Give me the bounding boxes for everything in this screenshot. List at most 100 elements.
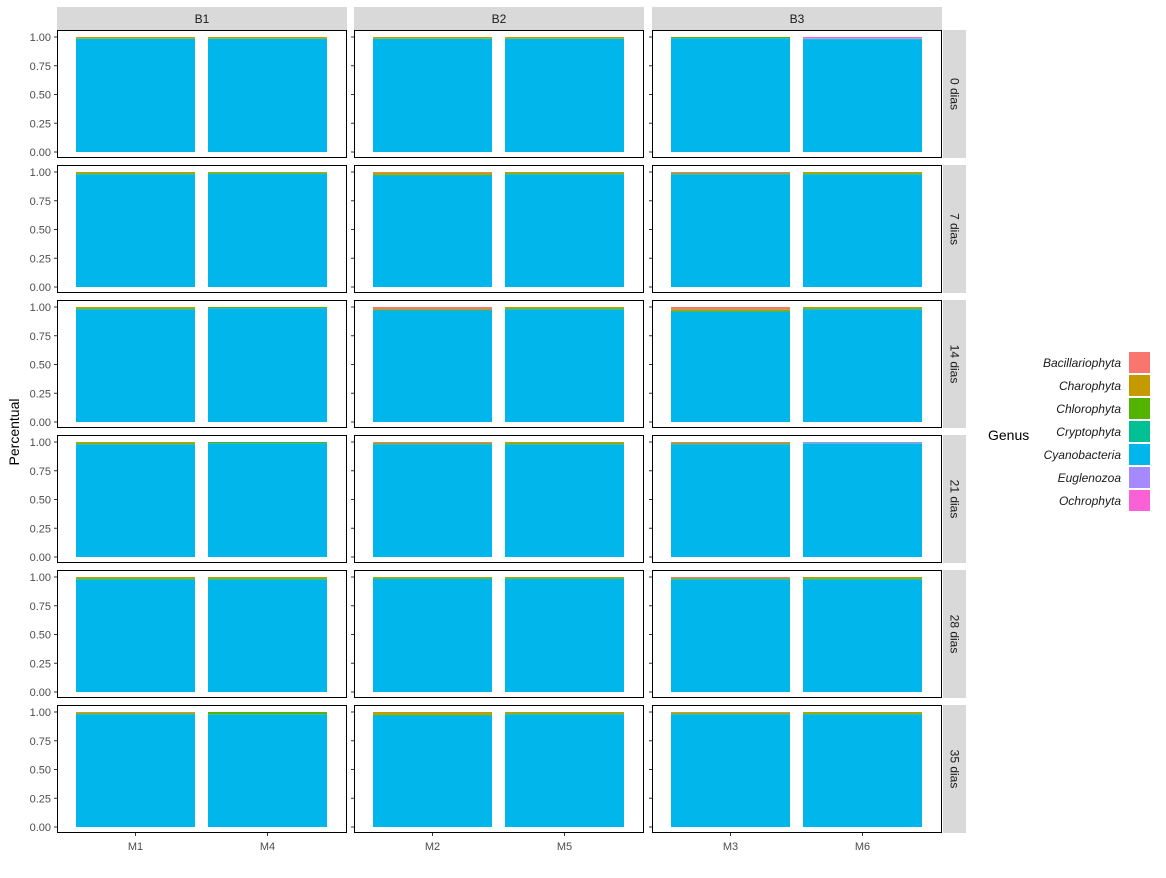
y-tick-label: 0.50 bbox=[30, 495, 51, 507]
bar-m6-chlorophyta bbox=[803, 713, 922, 715]
panel-border bbox=[354, 570, 644, 698]
bar-m6-euglenozoa bbox=[803, 38, 922, 39]
y-tick-label: 0.25 bbox=[30, 253, 51, 265]
bar-m2-cyanobacteria bbox=[373, 715, 492, 827]
bar-m6-cyanobacteria bbox=[803, 714, 922, 827]
bar-m4-chlorophyta bbox=[208, 307, 327, 309]
bar-m4-charophyta bbox=[208, 172, 327, 173]
bar-m5-chlorophyta bbox=[505, 308, 624, 310]
bar-m3-bacillariophyta bbox=[671, 442, 790, 444]
panel-b3-28-dias bbox=[649, 570, 942, 698]
panel-border bbox=[652, 435, 942, 563]
panel-b1-35-dias: 0.00 0.25 0.50 0.75 1.00 M1 M4 bbox=[30, 705, 347, 853]
bar-m6-charophyta bbox=[803, 712, 922, 714]
bar-m2-bacillariophyta bbox=[373, 172, 492, 173]
bar-m5-charophyta bbox=[505, 712, 624, 714]
bar-m5-charophyta bbox=[505, 37, 624, 39]
y-tick-label: 0.25 bbox=[30, 118, 51, 130]
panel-border bbox=[652, 570, 942, 698]
panel-b2-21-dias bbox=[351, 435, 644, 563]
bar-m4-cyanobacteria bbox=[208, 308, 327, 422]
bar-m3-cyanobacteria bbox=[671, 579, 790, 692]
panel-b3-7-dias bbox=[649, 165, 942, 293]
bar-m4-charophyta bbox=[208, 577, 327, 579]
bar-m6-chlorophyta bbox=[803, 578, 922, 580]
bar-m3-bacillariophyta bbox=[671, 307, 790, 310]
bar-m4-cyanobacteria bbox=[208, 173, 327, 287]
bar-m1-charophyta bbox=[76, 712, 195, 714]
bar-m4-chlorophyta bbox=[208, 172, 327, 174]
bar-m1-chlorophyta bbox=[76, 713, 195, 715]
bar-m3-chlorophyta bbox=[671, 173, 790, 175]
panel-border bbox=[652, 705, 942, 833]
bar-m6-charophyta bbox=[803, 172, 922, 174]
bar-m4-chlorophyta bbox=[208, 442, 327, 444]
bar-m1-cyanobacteria bbox=[76, 174, 195, 287]
panel-b3-35-dias: M3 M6 bbox=[649, 705, 942, 853]
legend-label-bacillariophyta: Bacillariophyta bbox=[1043, 356, 1121, 370]
strip-35-dias bbox=[943, 705, 966, 833]
bar-m3-charophyta bbox=[671, 309, 790, 311]
bar-m5-chlorophyta bbox=[505, 38, 624, 39]
bar-m3-cyanobacteria bbox=[671, 174, 790, 287]
panel-b1-7-dias: 0.00 0.25 0.50 0.75 1.00 bbox=[30, 165, 347, 294]
strip-label-b2: B2 bbox=[492, 12, 507, 26]
y-tick-label: 0.00 bbox=[30, 822, 51, 834]
legend-key-charophyta bbox=[1129, 375, 1150, 396]
legend: Genus Bacillariophyta Charophyta Chlorophyt… bbox=[988, 352, 1150, 511]
panel-border bbox=[652, 165, 942, 293]
panel-border bbox=[57, 435, 347, 563]
strip-label-21-dias: 21 dias bbox=[948, 480, 962, 519]
bar-m3-chlorophyta bbox=[671, 37, 790, 39]
bar-m1-chlorophyta bbox=[76, 443, 195, 445]
legend-key-euglenozoa bbox=[1129, 467, 1150, 488]
strip-7-dias bbox=[943, 165, 966, 293]
bar-m6-cyanobacteria bbox=[803, 579, 922, 692]
bar-m3-chlorophyta bbox=[671, 310, 790, 312]
strip-0-dias bbox=[943, 30, 966, 158]
x-tick-label-m3: M3 bbox=[723, 841, 738, 853]
bar-m2-cyanobacteria bbox=[373, 310, 492, 422]
strip-b2 bbox=[354, 7, 644, 30]
legend-label-ochrophyta: Ochrophyta bbox=[1059, 494, 1121, 508]
bar-m6-cryptophyta bbox=[803, 443, 922, 444]
bar-m4-charophyta bbox=[208, 37, 327, 39]
y-tick-label: 0.50 bbox=[30, 630, 51, 642]
bar-m2-chlorophyta bbox=[373, 174, 492, 176]
bar-m6-cyanobacteria bbox=[803, 309, 922, 422]
panel-b3-14-dias bbox=[649, 300, 942, 428]
bar-m2-cyanobacteria bbox=[373, 444, 492, 557]
y-tick-label: 1.00 bbox=[30, 32, 51, 44]
bar-m2-charophyta bbox=[373, 577, 492, 578]
strip-label-0-dias: 0 dias bbox=[948, 78, 962, 110]
panel-b2-0-dias bbox=[351, 30, 644, 158]
bar-m6-chlorophyta bbox=[803, 173, 922, 175]
bar-m2-chlorophyta bbox=[373, 38, 492, 39]
bar-m5-charophyta bbox=[505, 172, 624, 174]
panel-b1-21-dias: 0.00 0.25 0.50 0.75 1.00 bbox=[30, 435, 347, 564]
y-tick-label: 0.75 bbox=[30, 736, 51, 748]
bar-m5-chlorophyta bbox=[505, 443, 624, 445]
panel-b1-28-dias: 0.00 0.25 0.50 0.75 1.00 bbox=[30, 570, 347, 699]
bar-m3-cyanobacteria bbox=[671, 311, 790, 422]
bar-m5-chlorophyta bbox=[505, 577, 624, 579]
y-tick-label: 0.00 bbox=[30, 552, 51, 564]
legend-label-chlorophyta: Chlorophyta bbox=[1056, 402, 1121, 416]
bar-m5-charophyta bbox=[505, 307, 624, 309]
panel-border bbox=[354, 165, 644, 293]
y-tick-label: 0.75 bbox=[30, 466, 51, 478]
panel-border bbox=[652, 30, 942, 158]
bar-m2-cyanobacteria bbox=[373, 175, 492, 287]
legend-label-euglenozoa: Euglenozoa bbox=[1058, 471, 1122, 485]
bar-m1-charophyta bbox=[76, 37, 195, 39]
y-tick-label: 0.75 bbox=[30, 601, 51, 613]
strip-label-35-dias: 35 dias bbox=[948, 750, 962, 789]
panel-b2-28-dias bbox=[351, 570, 644, 698]
panel-b3-21-dias bbox=[649, 435, 942, 563]
bar-m1-cyanobacteria bbox=[76, 444, 195, 557]
bar-m4-cyanobacteria bbox=[208, 714, 327, 827]
bar-m2-chlorophyta bbox=[373, 714, 492, 716]
y-tick-label: 0.00 bbox=[30, 417, 51, 429]
panel-border bbox=[354, 705, 644, 833]
